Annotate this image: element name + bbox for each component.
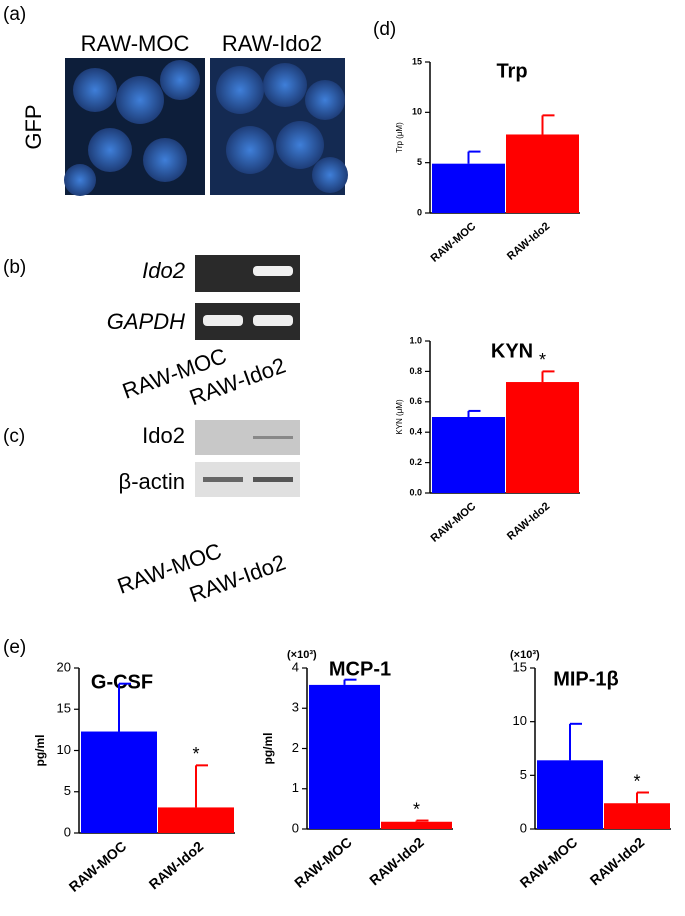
x-tick-label: RAW-Ido2 (146, 838, 207, 893)
y-tick-label: 5 (64, 783, 71, 798)
row-label: Ido2 (142, 258, 185, 283)
x-tick-label: RAW-Ido2 (587, 834, 648, 889)
y-tick-label: 1 (292, 780, 299, 795)
y-tick-label: 5 (417, 157, 422, 167)
significance: * (539, 350, 546, 370)
x-tick-label: RAW-MOC (517, 834, 581, 891)
gel (195, 255, 300, 340)
y-tick-label: 0 (292, 820, 299, 835)
y-tick-label: 2 (292, 740, 299, 755)
y-tick-label: 0.2 (409, 457, 422, 467)
panel-label: (d) (373, 19, 396, 40)
column-label: RAW-MOC (81, 31, 190, 56)
y-tick-label: 0.6 (409, 396, 422, 406)
chart-title: KYN (491, 340, 533, 362)
bar (506, 134, 579, 213)
y-tick-label: 0 (417, 207, 422, 217)
chart-title: G-CSF (91, 671, 153, 693)
row-label: GAPDH (107, 309, 185, 334)
row-label: GFP (21, 104, 46, 149)
y-tick-label: 0.8 (409, 366, 422, 376)
x-tick-label: RAW-MOC (429, 220, 479, 264)
significance: * (633, 771, 640, 791)
x-tick-label: RAW-Ido2 (505, 500, 552, 542)
y-axis-label: pg/ml (261, 733, 275, 765)
y-tick-label: 5 (520, 767, 527, 782)
blot (195, 420, 300, 497)
y-tick-label: 15 (412, 56, 422, 66)
significance: * (192, 744, 199, 764)
axis-unit: (×10³) (510, 649, 540, 661)
y-axis-label: KYN (μM) (395, 399, 404, 435)
panel-label: (e) (3, 637, 26, 658)
column-label: RAW-Ido2 (222, 31, 322, 56)
bar (381, 821, 452, 829)
y-tick-label: 3 (292, 700, 299, 715)
significance: * (413, 799, 420, 819)
micrograph (64, 58, 205, 196)
chart-title: MIP-1β (553, 668, 619, 690)
x-tick-label: RAW-MOC (429, 500, 479, 544)
bar (309, 684, 380, 829)
panel-label: (a) (3, 4, 26, 25)
y-axis-label: Trp (μM) (395, 122, 404, 153)
bar (81, 731, 157, 833)
y-tick-label: 10 (513, 713, 527, 728)
y-tick-label: 4 (292, 659, 299, 674)
y-tick-label: 0.4 (409, 427, 422, 437)
y-tick-label: 0.0 (409, 487, 422, 497)
bar (604, 803, 670, 829)
bar (537, 760, 603, 829)
y-tick-label: 0 (64, 824, 71, 839)
y-tick-label: 10 (57, 742, 71, 757)
x-tick-label: RAW-MOC (66, 838, 130, 895)
y-tick-label: 10 (412, 107, 422, 117)
panel-label: (b) (3, 257, 26, 278)
x-tick-label: RAW-Ido2 (366, 834, 427, 889)
row-label: Ido2 (142, 423, 185, 448)
x-tick-label: RAW-Ido2 (505, 220, 552, 262)
chart-title: MCP-1 (329, 658, 391, 680)
axis-unit: (×10³) (287, 649, 317, 661)
micrograph (210, 58, 348, 195)
x-tick-label: RAW-MOC (291, 834, 355, 891)
y-axis-label: pg/ml (33, 735, 47, 767)
y-tick-label: 0 (520, 820, 527, 835)
panel-label: (c) (3, 426, 25, 447)
y-tick-label: 15 (513, 659, 527, 674)
bar (158, 807, 234, 833)
y-tick-label: 15 (57, 701, 71, 716)
chart-title: Trp (496, 60, 527, 82)
bar (506, 382, 579, 493)
bar (432, 163, 505, 213)
y-tick-label: 1.0 (409, 335, 422, 345)
y-tick-label: 20 (57, 659, 71, 674)
row-label: β-actin (119, 469, 185, 494)
bar (432, 417, 505, 493)
